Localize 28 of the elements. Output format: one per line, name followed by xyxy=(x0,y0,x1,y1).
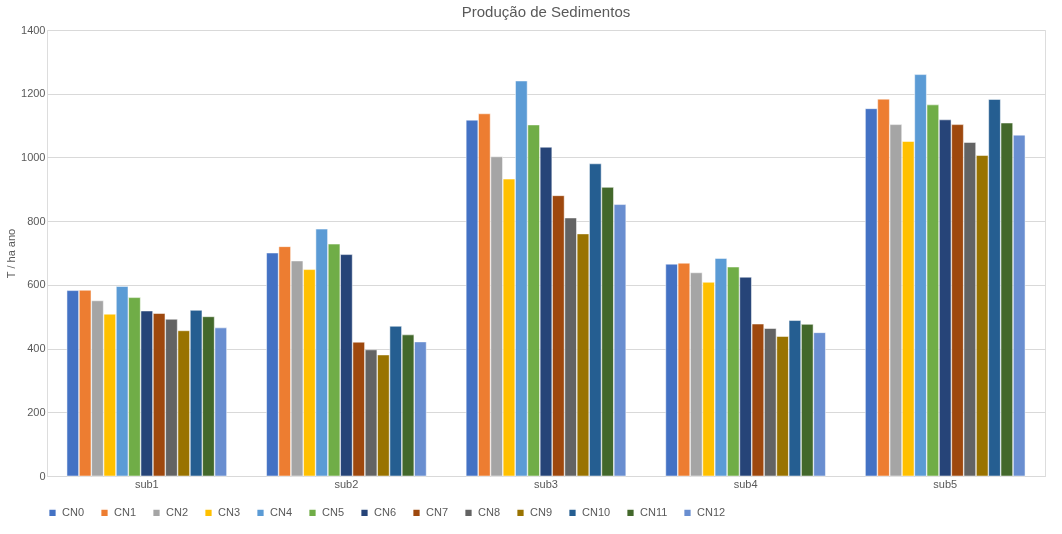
y-tick-label: 400 xyxy=(27,342,46,355)
legend-label: CN12 xyxy=(697,505,726,518)
y-axis-title: T / ha ano xyxy=(5,228,18,279)
x-tick-label: sub2 xyxy=(334,477,359,490)
x-tick-label: sub4 xyxy=(733,477,758,490)
legend-label: CN0 xyxy=(62,505,85,518)
y-tick-label: 600 xyxy=(27,278,46,291)
x-tick-label: sub3 xyxy=(534,477,558,490)
x-tick-label: sub5 xyxy=(933,477,958,490)
y-tick-label: 800 xyxy=(27,214,46,227)
x-tick-label: sub1 xyxy=(134,477,159,490)
legend-label: CN9 xyxy=(530,505,553,518)
legend-label: CN1 xyxy=(114,505,137,518)
y-tick-label: 1200 xyxy=(21,87,46,100)
legend-label: CN10 xyxy=(582,505,611,518)
chart-title: Produção de Sedimentos xyxy=(461,3,631,20)
legend-label: CN7 xyxy=(426,505,449,518)
legend-label: CN3 xyxy=(218,505,241,518)
legend-label: CN11 xyxy=(640,505,668,518)
y-tick-label: 1000 xyxy=(21,150,46,163)
legend-label: CN6 xyxy=(374,505,397,518)
legend-label: CN2 xyxy=(166,505,189,518)
legend-label: CN8 xyxy=(478,505,501,518)
y-tick-label: 1400 xyxy=(21,23,46,36)
y-tick-label: 0 xyxy=(39,469,46,482)
y-tick-label: 200 xyxy=(27,405,46,418)
legend-label: CN5 xyxy=(322,505,345,518)
legend-label: CN4 xyxy=(270,505,293,518)
